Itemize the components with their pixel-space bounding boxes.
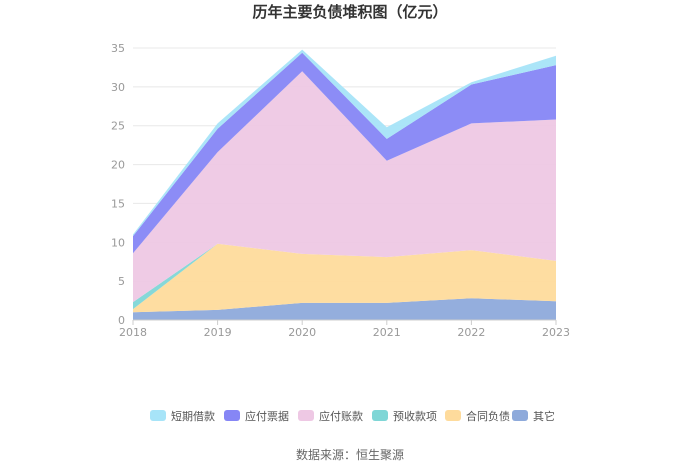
area-series-0: [133, 298, 556, 320]
legend-swatch: [372, 410, 388, 421]
x-tick-label: 2022: [457, 326, 485, 339]
x-tick-label: 2020: [288, 326, 316, 339]
y-tick-label: 10: [111, 236, 125, 249]
x-tick-label: 2023: [542, 326, 570, 339]
legend-swatch: [224, 410, 240, 421]
chart-title: 历年主要负债堆积图（亿元）: [252, 3, 447, 21]
legend-label: 短期借款: [171, 409, 215, 423]
legend-item[interactable]: 短期借款: [150, 409, 215, 423]
area-series-1: [133, 243, 556, 313]
area-series-3: [133, 71, 556, 303]
area-series: [133, 49, 556, 320]
legend: 短期借款 应付票据 应付账款 预收款项 合同负债 其它: [150, 409, 555, 423]
legend-swatch: [445, 410, 461, 421]
axes: 0 5 10 15 20 25 30 35 2018 2019 2020 2021 2022 2023: [111, 42, 570, 339]
y-tick-label: 15: [111, 197, 125, 210]
legend-swatch: [150, 410, 166, 421]
y-tick-label: 25: [111, 120, 125, 133]
y-tick-label: 5: [118, 275, 125, 288]
legend-label: 应付账款: [319, 409, 363, 423]
y-tick-label: 0: [118, 314, 125, 327]
data-source-note: 数据来源：恒生聚源: [296, 447, 404, 462]
area-series-4: [133, 52, 556, 254]
legend-swatch: [298, 410, 314, 421]
x-tick-label: 2018: [119, 326, 147, 339]
area-series-5: [133, 49, 556, 237]
legend-label: 应付票据: [245, 409, 289, 423]
y-tick-label: 30: [111, 81, 125, 94]
legend-item[interactable]: 应付账款: [298, 409, 363, 423]
legend-label: 合同负债: [466, 409, 510, 423]
x-tick-label: 2021: [373, 326, 401, 339]
x-tick-label: 2019: [204, 326, 232, 339]
y-tick-label: 35: [111, 42, 125, 55]
y-tick-label: 20: [111, 159, 125, 172]
legend-item[interactable]: 合同负债: [445, 409, 510, 423]
legend-label: 其它: [533, 409, 555, 423]
legend-swatch: [512, 410, 528, 421]
legend-label: 预收款项: [393, 409, 437, 423]
legend-item[interactable]: 预收款项: [372, 409, 437, 423]
legend-item[interactable]: 其它: [512, 409, 555, 423]
legend-item[interactable]: 应付票据: [224, 409, 289, 423]
